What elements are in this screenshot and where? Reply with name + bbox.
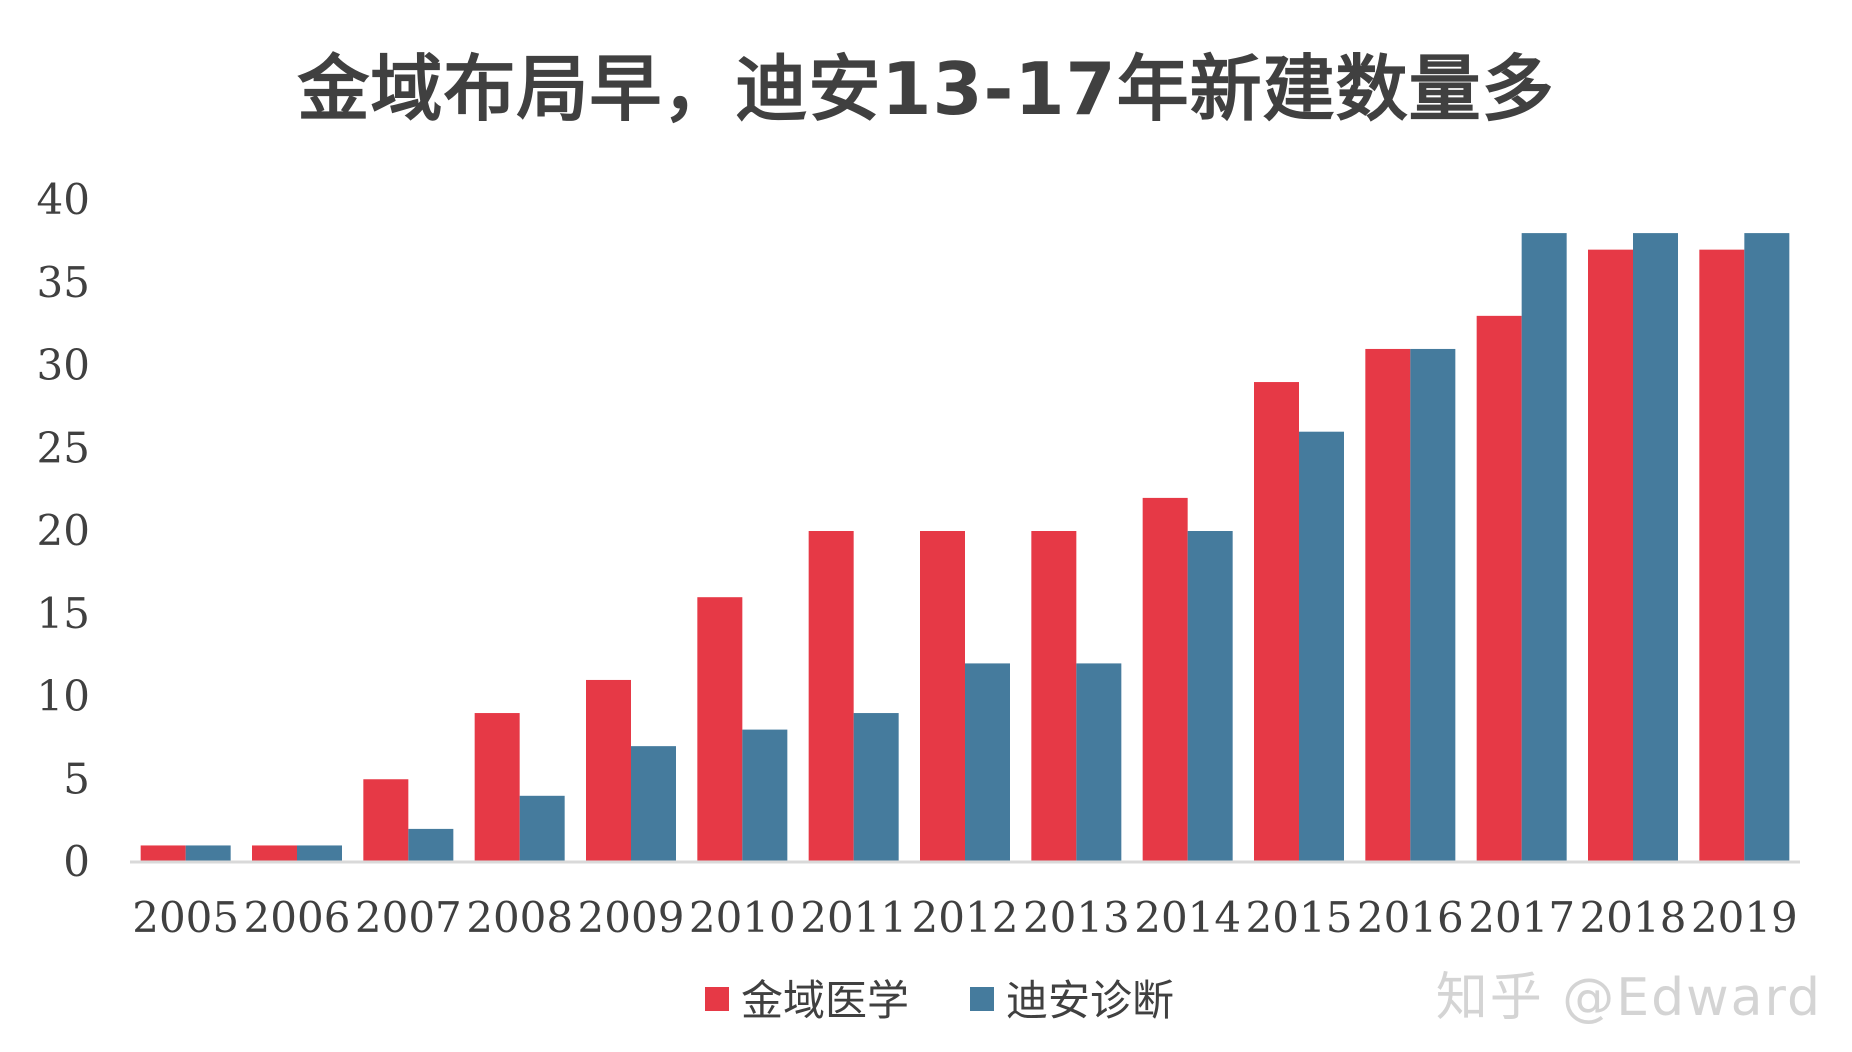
x-axis-labels: 2005 2006 2007 2008 2009 2010 2011 2012 2013 2014…: [132, 893, 1798, 942]
bar-series-1: [1254, 382, 1299, 862]
y-tick-label: 15: [37, 589, 90, 638]
legend-label: 迪安诊断: [1006, 976, 1174, 1025]
bar-series-2: [1187, 531, 1233, 862]
legend-swatch: [705, 987, 729, 1011]
x-tick-label: 2007: [355, 893, 462, 942]
bar-series-1: [920, 531, 965, 862]
legend: 金域医学 迪安诊断: [705, 976, 1174, 1025]
bar-series-1: [1142, 497, 1188, 862]
x-tick-label: 2014: [1134, 893, 1241, 942]
x-tick-label: 2009: [578, 893, 685, 942]
y-axis-labels: 0 5 10 15 20 25 30 35 40: [37, 175, 90, 886]
bar-series-2: [185, 845, 231, 862]
bar-series-1: [586, 679, 631, 862]
bar-series-1: [140, 845, 186, 862]
bar-series-2: [1076, 663, 1122, 862]
bar-series-2: [631, 746, 676, 862]
y-tick-label: 5: [63, 754, 90, 803]
y-tick-label: 40: [37, 175, 90, 224]
x-tick-label: 2013: [1023, 893, 1130, 942]
watermark: 知乎 @Edward: [1435, 968, 1822, 1028]
bar-series-1: [697, 597, 743, 862]
bars: [140, 233, 1790, 863]
bar-series-2: [742, 729, 788, 862]
bar-series-2: [965, 663, 1010, 862]
bar-series-2: [1633, 233, 1678, 863]
y-tick-label: 30: [37, 341, 90, 390]
x-tick-label: 2019: [1691, 893, 1798, 942]
bar-series-1: [1031, 531, 1077, 862]
x-tick-label: 2010: [689, 893, 796, 942]
y-tick-label: 35: [37, 258, 90, 307]
y-tick-label: 20: [37, 506, 90, 555]
bar-series-1: [1365, 348, 1411, 862]
x-tick-label: 2015: [1246, 893, 1353, 942]
bar-series-1: [474, 713, 520, 862]
bar-series-1: [808, 531, 854, 862]
bar-series-2: [1299, 431, 1344, 862]
y-tick-label: 25: [37, 423, 90, 472]
x-tick-label: 2005: [132, 893, 239, 942]
bar-series-2: [297, 845, 342, 862]
x-tick-label: 2006: [244, 893, 351, 942]
y-tick-label: 0: [63, 837, 90, 886]
x-tick-label: 2011: [800, 893, 907, 942]
bar-series-2: [853, 713, 899, 862]
x-tick-label: 2017: [1468, 893, 1575, 942]
bar-series-1: [363, 779, 409, 862]
legend-label: 金域医学: [741, 976, 909, 1025]
bar-series-1: [1476, 315, 1522, 863]
bar-series-1: [1699, 249, 1745, 862]
bar-series-2: [519, 795, 565, 862]
y-tick-label: 10: [37, 672, 90, 721]
bar-series-2: [408, 828, 454, 862]
x-tick-label: 2016: [1357, 893, 1464, 942]
bar-series-2: [1410, 348, 1456, 862]
bar-series-2: [1744, 233, 1790, 863]
x-tick-label: 2008: [466, 893, 573, 942]
x-tick-label: 2018: [1580, 893, 1687, 942]
bar-series-1: [252, 845, 297, 862]
bar-series-2: [1521, 233, 1567, 863]
chart-title: 金域布局早，迪安13-17年新建数量多: [297, 47, 1555, 131]
x-tick-label: 2012: [912, 893, 1019, 942]
legend-swatch: [970, 987, 994, 1011]
bar-series-1: [1588, 249, 1633, 862]
